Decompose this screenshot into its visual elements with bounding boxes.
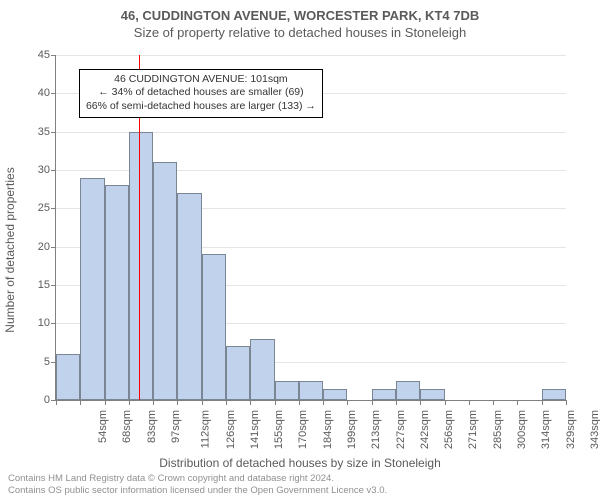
y-tick-label: 0 — [44, 394, 50, 406]
y-tick-label: 30 — [38, 164, 50, 176]
x-tick-label: 227sqm — [395, 410, 407, 449]
x-tick-label: 213sqm — [370, 410, 382, 449]
x-tick-mark — [299, 400, 300, 405]
y-tick-mark — [51, 285, 56, 286]
x-tick-mark — [80, 400, 81, 405]
y-tick-label: 45 — [38, 49, 50, 61]
annotation-line: 66% of semi-detached houses are larger (… — [86, 100, 316, 114]
x-tick-mark — [275, 400, 276, 405]
histogram-bar — [226, 346, 250, 400]
x-tick-mark — [177, 400, 178, 405]
y-tick-mark — [51, 93, 56, 94]
y-tick-label: 25 — [38, 202, 50, 214]
histogram-bar — [323, 389, 347, 401]
x-tick-label: 256sqm — [443, 410, 455, 449]
x-tick-mark — [153, 400, 154, 405]
chart-container: 46, CUDDINGTON AVENUE, WORCESTER PARK, K… — [0, 0, 600, 500]
histogram-bar — [129, 132, 153, 400]
y-tick-label: 5 — [44, 356, 50, 368]
x-tick-label: 54sqm — [97, 410, 109, 443]
x-tick-label: 126sqm — [225, 410, 237, 449]
histogram-bar — [299, 381, 323, 400]
x-tick-mark — [202, 400, 203, 405]
x-tick-label: 184sqm — [322, 410, 334, 449]
x-tick-mark — [566, 400, 567, 405]
annotation-line: 46 CUDDINGTON AVENUE: 101sqm — [86, 73, 316, 87]
y-tick-mark — [51, 323, 56, 324]
y-tick-mark — [51, 55, 56, 56]
x-tick-label: 285sqm — [492, 410, 504, 449]
footer-line-2: Contains OS public sector information li… — [8, 485, 387, 497]
x-tick-label: 112sqm — [200, 410, 212, 448]
x-tick-label: 83sqm — [146, 410, 158, 443]
footer-attribution: Contains HM Land Registry data © Crown c… — [8, 473, 387, 497]
y-tick-label: 10 — [38, 317, 50, 329]
x-tick-mark — [226, 400, 227, 405]
histogram-bar — [372, 389, 396, 401]
histogram-bar — [202, 254, 226, 400]
x-tick-mark — [250, 400, 251, 405]
histogram-bar — [396, 381, 420, 400]
x-tick-label: 68sqm — [121, 410, 133, 443]
x-tick-label: 314sqm — [540, 410, 552, 449]
y-tick-label: 35 — [38, 126, 50, 138]
histogram-bar — [420, 389, 444, 401]
histogram-bar — [56, 354, 80, 400]
y-tick-mark — [51, 170, 56, 171]
x-axis-label: Distribution of detached houses by size … — [0, 456, 600, 470]
plot-area: 05101520253035404554sqm68sqm83sqm97sqm11… — [55, 55, 566, 401]
x-tick-mark — [347, 400, 348, 405]
y-axis-label: Number of detached properties — [3, 85, 17, 250]
x-tick-mark — [372, 400, 373, 405]
y-tick-label: 20 — [38, 241, 50, 253]
x-tick-mark — [323, 400, 324, 405]
chart-subtitle: Size of property relative to detached ho… — [0, 25, 600, 40]
histogram-bar — [275, 381, 299, 400]
x-tick-mark — [396, 400, 397, 405]
x-tick-mark — [420, 400, 421, 405]
histogram-bar — [105, 185, 129, 400]
histogram-bar — [542, 389, 566, 401]
x-tick-mark — [105, 400, 106, 405]
x-tick-label: 271sqm — [468, 410, 480, 449]
histogram-bar — [80, 178, 104, 400]
x-tick-mark — [493, 400, 494, 405]
x-tick-label: 141sqm — [249, 410, 261, 449]
x-tick-label: 300sqm — [516, 410, 528, 449]
x-tick-mark — [517, 400, 518, 405]
annotation-box: 46 CUDDINGTON AVENUE: 101sqm← 34% of det… — [79, 69, 323, 118]
y-tick-mark — [51, 247, 56, 248]
x-tick-mark — [542, 400, 543, 405]
y-tick-mark — [51, 208, 56, 209]
x-tick-label: 155sqm — [273, 410, 285, 449]
histogram-bar — [250, 339, 274, 400]
x-tick-label: 242sqm — [419, 410, 431, 449]
x-tick-label: 329sqm — [565, 410, 577, 449]
x-tick-mark — [56, 400, 57, 405]
y-tick-mark — [51, 132, 56, 133]
x-tick-label: 199sqm — [346, 410, 358, 449]
x-tick-mark — [129, 400, 130, 405]
annotation-line: ← 34% of detached houses are smaller (69… — [86, 86, 316, 100]
footer-line-1: Contains HM Land Registry data © Crown c… — [8, 473, 387, 485]
x-tick-label: 343sqm — [589, 410, 600, 449]
x-tick-mark — [469, 400, 470, 405]
y-tick-label: 15 — [38, 279, 50, 291]
gridline — [56, 55, 566, 56]
x-tick-label: 97sqm — [170, 410, 182, 443]
histogram-bar — [177, 193, 201, 400]
x-tick-mark — [445, 400, 446, 405]
histogram-bar — [153, 162, 177, 400]
chart-title: 46, CUDDINGTON AVENUE, WORCESTER PARK, K… — [0, 0, 600, 23]
x-tick-label: 170sqm — [298, 410, 310, 449]
y-tick-label: 40 — [38, 87, 50, 99]
